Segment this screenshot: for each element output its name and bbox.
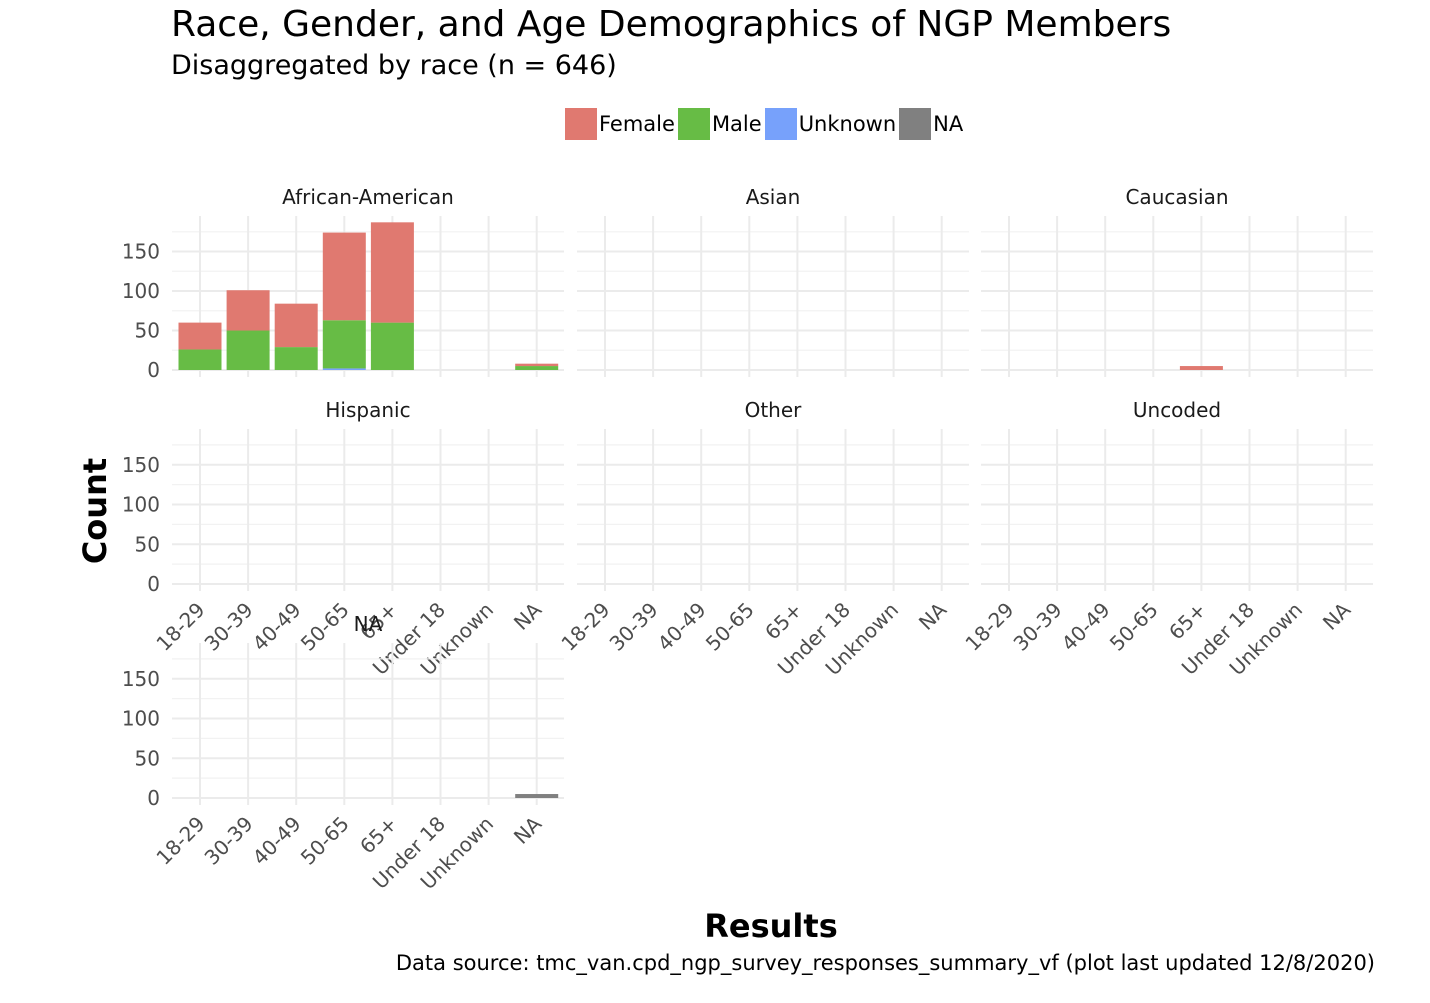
x-tick-label: NA xyxy=(509,597,546,634)
bar-caucasian-65-female xyxy=(1179,366,1223,370)
y-tick-label: 150 xyxy=(122,667,160,691)
bar-na-na-na xyxy=(515,794,559,798)
facet-label-asian: Asian xyxy=(746,185,801,209)
x-tick-label: 30-39 xyxy=(1009,598,1067,656)
y-tick-label: 0 xyxy=(147,572,160,596)
y-tick-label: 50 xyxy=(135,319,160,343)
facet-label-caucasian: Caucasian xyxy=(1125,185,1228,209)
bar-african-american-na-female xyxy=(515,363,559,367)
legend-key-male xyxy=(677,108,710,140)
y-tick-label: 0 xyxy=(147,786,160,810)
legend-item-female: Female xyxy=(565,108,675,140)
bar-african-american-50-65-female xyxy=(322,232,366,321)
x-tick-label: 18-29 xyxy=(151,812,209,870)
chart-subtitle: Disaggregated by race (n = 646) xyxy=(171,50,617,81)
x-tick-label: NA xyxy=(1318,597,1355,634)
x-tick-label: 50-65 xyxy=(1105,598,1163,656)
y-tick-label: 100 xyxy=(122,707,160,731)
x-tick-label: 40-49 xyxy=(248,812,306,870)
bar-african-american-40-49-female xyxy=(274,303,318,348)
x-tick-label: 50-65 xyxy=(701,598,759,656)
legend-item-male: Male xyxy=(677,108,762,140)
bar-african-american-18-29-male xyxy=(178,349,222,370)
legend-key-na xyxy=(899,108,932,140)
facet-asian: Asian xyxy=(577,185,969,377)
x-tick-label: 18-29 xyxy=(960,598,1018,656)
y-axis-title: Count xyxy=(76,458,114,564)
facet-caucasian: Caucasian xyxy=(981,185,1373,377)
facet-label-african-american: African-American xyxy=(282,185,454,209)
legend-item-unknown: Unknown xyxy=(764,108,897,140)
facet-label-hispanic: Hispanic xyxy=(325,398,410,422)
bar-african-american-40-49-male xyxy=(274,347,318,370)
legend-label-male: Male xyxy=(711,112,762,136)
bar-african-american-na-male xyxy=(515,366,559,370)
y-tick-label: 150 xyxy=(122,453,160,477)
x-tick-label: 40-49 xyxy=(653,598,711,656)
legend-key-female xyxy=(565,108,597,140)
bar-african-american-65-female xyxy=(370,222,414,323)
x-tick-label: 18-29 xyxy=(556,598,614,656)
facet-label-uncoded: Uncoded xyxy=(1133,398,1221,422)
y-tick-label: 0 xyxy=(147,358,160,382)
y-tick-label: 50 xyxy=(135,532,160,556)
x-axis-title: Results xyxy=(704,907,837,945)
chart-caption: Data source: tmc_van.cpd_ngp_survey_resp… xyxy=(395,951,1375,975)
x-tick-label: NA xyxy=(509,811,546,848)
bar-african-american-65-male xyxy=(370,322,414,370)
legend-label-unknown: Unknown xyxy=(798,112,897,136)
y-tick-label: 100 xyxy=(122,493,160,517)
x-tick-label: 30-39 xyxy=(200,812,258,870)
facet-label-na: NA xyxy=(354,612,383,636)
x-tick-label: 50-65 xyxy=(296,812,354,870)
legend: Female Male Unknown NA xyxy=(565,108,966,140)
legend-label-female: Female xyxy=(599,112,675,136)
y-tick-label: 100 xyxy=(122,279,160,303)
facet-african-american: African-American 0 50 100 150 xyxy=(122,185,564,382)
bar-african-american-18-29-female xyxy=(178,322,222,350)
y-tick-label: 150 xyxy=(122,240,160,264)
bar-african-american-50-65-male xyxy=(322,320,366,369)
bar-african-american-50-65-unknown xyxy=(322,368,366,370)
bar-african-american-30-39-female xyxy=(226,290,270,331)
facet-label-other: Other xyxy=(745,398,803,422)
legend-key-unknown xyxy=(764,108,797,140)
bar-african-american-30-39-male xyxy=(226,330,270,370)
x-tick-label: NA xyxy=(914,597,951,634)
legend-item-na: NA xyxy=(899,108,963,140)
x-tick-label: 40-49 xyxy=(1057,598,1115,656)
x-tick-label: 30-39 xyxy=(605,598,663,656)
chart-title: Race, Gender, and Age Demographics of NG… xyxy=(171,4,1172,45)
legend-label-na: NA xyxy=(933,112,964,136)
y-tick-label: 50 xyxy=(135,746,160,770)
